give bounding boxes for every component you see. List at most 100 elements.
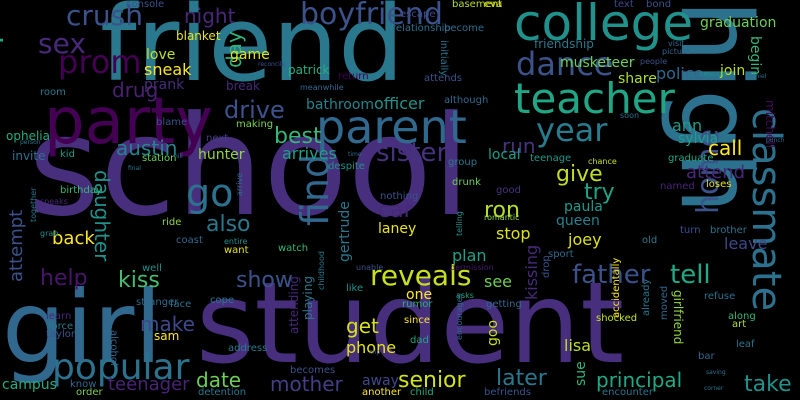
word-attend: attend	[686, 162, 746, 183]
word-arrive: arrive	[235, 172, 244, 196]
word-school: school	[28, 86, 471, 247]
word-initially: initially	[438, 40, 449, 77]
word-phone: phone	[346, 338, 397, 357]
word-group: group	[448, 157, 478, 168]
word-teenager: teenager	[108, 374, 190, 395]
word-ophelia: ophelia	[6, 129, 50, 143]
word-lisa: lisa	[564, 336, 592, 355]
word-order: order	[76, 387, 103, 398]
word-basement: basement	[452, 0, 502, 10]
word-begin: begin	[747, 36, 763, 76]
word-mother: mother	[270, 372, 343, 396]
word-shocked: shocked	[596, 313, 638, 324]
word-parent: parent	[316, 100, 467, 154]
word-kiss: kiss	[118, 268, 160, 293]
word-punch: punch	[766, 137, 785, 144]
word-prom: prom	[58, 43, 142, 81]
word-permission: permission	[450, 263, 494, 272]
word-telling: telling	[455, 211, 464, 236]
word-person: person	[20, 139, 41, 146]
word-force: force	[48, 321, 74, 332]
word-sam: sam	[154, 329, 180, 343]
word-taylor: taylor	[46, 329, 75, 340]
word-getting: getting	[486, 299, 522, 310]
word-text: text	[614, 0, 634, 10]
word-since: since	[404, 315, 430, 326]
word-one: one	[406, 287, 433, 303]
word-old: old	[642, 235, 658, 246]
word-befriends: befriends	[484, 387, 531, 398]
word-teacher: teacher	[514, 74, 675, 123]
word-drug: drug	[112, 78, 159, 102]
word-arrives: arrives	[282, 144, 337, 163]
word-sex: sex	[38, 27, 86, 60]
word-brother: brother	[710, 225, 747, 236]
word-dad: dad	[410, 335, 429, 346]
word-get: get	[346, 314, 379, 338]
word-gertrude: gertrude	[337, 201, 353, 262]
word-queen: queen	[556, 213, 600, 229]
word-party: party	[44, 85, 214, 159]
word-address: address	[228, 343, 268, 354]
word-relationship: relationship	[392, 23, 451, 34]
word-attempt: attempt	[6, 209, 27, 282]
word-patrick: patrick	[288, 63, 330, 77]
word-already: already	[641, 278, 652, 316]
word-father: father	[572, 260, 651, 290]
word-child: child	[410, 387, 434, 398]
word-corner: corner	[704, 385, 724, 392]
word-night: night	[184, 4, 236, 28]
word-laney: laney	[378, 221, 417, 237]
word-student: student	[196, 259, 625, 389]
word-hunter: hunter	[198, 147, 245, 163]
word-encounter: encounter	[602, 387, 653, 398]
word-eva: eva	[484, 0, 503, 10]
word-attends: attends	[424, 73, 463, 84]
word-police: police	[656, 64, 704, 83]
word-joey: joey	[568, 230, 602, 249]
word-leaf: leaf	[736, 339, 755, 350]
word-station: station	[142, 153, 177, 164]
word-see: see	[484, 272, 513, 291]
word-birthday: birthday	[60, 185, 102, 196]
word-moved: moved	[659, 285, 670, 320]
word-try: try	[584, 180, 615, 205]
word-paula: paula	[564, 199, 603, 215]
word-daughter: daughter	[90, 170, 114, 262]
word-console: console	[126, 0, 165, 10]
word-college: college	[514, 0, 694, 52]
word-boyfriend: boyfriend	[300, 0, 443, 32]
word-rescue: rescue	[700, 69, 727, 78]
word-despite: despite	[328, 161, 365, 172]
word-help: help	[40, 266, 88, 291]
word-sneak: sneak	[144, 60, 192, 79]
word-musketeer: musketeer	[560, 55, 635, 71]
word-bar: bar	[698, 351, 715, 362]
word-campus: campus	[2, 377, 57, 393]
word-drunk: drunk	[452, 177, 481, 188]
word-accidentally: accidentally	[611, 257, 622, 318]
word-romantic: romantic	[484, 213, 520, 222]
word-picture: picture	[662, 47, 690, 56]
word-girlfriend: girlfriend	[671, 290, 685, 345]
word-local: local	[488, 147, 521, 163]
word-blame: blame	[156, 117, 188, 128]
word-saving: saving	[706, 369, 726, 376]
word-alcohol: alcohol	[108, 330, 119, 366]
word-art: art	[732, 319, 747, 330]
word-sport: sport	[548, 249, 574, 260]
word-popular: popular	[52, 347, 190, 388]
word-sister: sister	[376, 138, 448, 168]
word-go: go	[186, 171, 234, 215]
word-away: away	[362, 373, 399, 389]
word-face: face	[170, 299, 192, 310]
word-named: named	[660, 181, 695, 192]
word-entire: entire	[224, 237, 248, 246]
word-people: people	[640, 57, 668, 66]
word-love: love	[146, 47, 176, 63]
word-meanwhile: meanwhile	[300, 83, 344, 92]
word-drive: drive	[224, 96, 285, 124]
word-graduate: graduate	[668, 153, 714, 164]
word-best: best	[274, 124, 322, 149]
